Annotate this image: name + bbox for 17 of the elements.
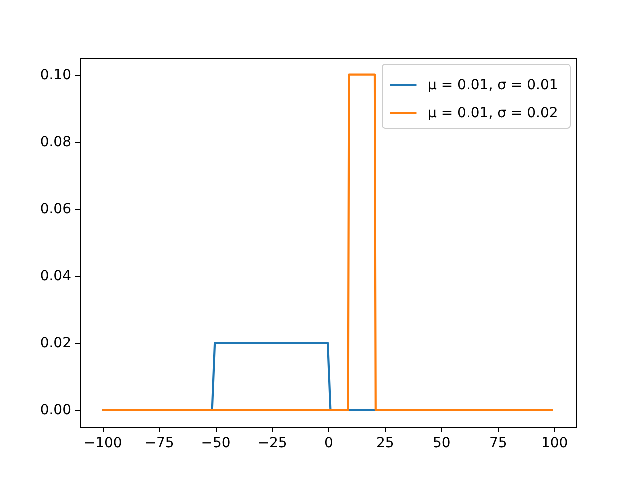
y-tick-label: 0.06 — [40, 201, 72, 218]
x-tick-label: 50 — [432, 436, 451, 452]
x-tick-label: 0 — [324, 436, 334, 452]
y-tick-label: 0.02 — [40, 336, 72, 352]
y-tick-label: 0.10 — [40, 67, 72, 84]
x-tick-label: 75 — [489, 436, 508, 452]
y-tick-label: 0.04 — [40, 268, 72, 285]
y-tick-label: 0.00 — [40, 402, 72, 419]
legend-label: μ = 0.01, σ = 0.02 — [428, 106, 558, 122]
x-tick-label: −100 — [84, 436, 122, 452]
x-tick-label: −75 — [144, 436, 174, 452]
x-tick-label: −25 — [258, 436, 288, 452]
x-tick-label: −50 — [201, 436, 231, 452]
x-tick-label: 100 — [541, 436, 568, 452]
legend-label: μ = 0.01, σ = 0.01 — [428, 78, 558, 94]
x-tick-label: 25 — [376, 436, 394, 452]
y-tick-label: 0.08 — [40, 134, 72, 150]
